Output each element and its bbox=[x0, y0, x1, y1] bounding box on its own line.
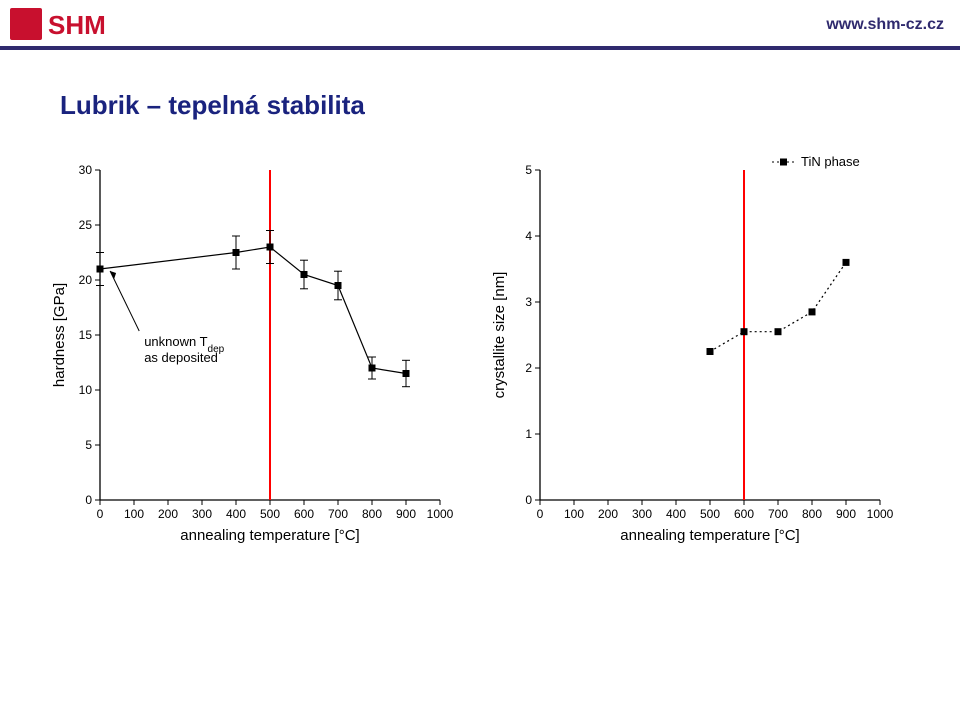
svg-text:800: 800 bbox=[802, 507, 822, 521]
charts-container: 0100200300400500600700800900100005101520… bbox=[40, 150, 920, 580]
page-title: Lubrik – tepelná stabilita bbox=[60, 90, 365, 121]
svg-text:0: 0 bbox=[525, 493, 532, 507]
svg-text:900: 900 bbox=[396, 507, 416, 521]
svg-text:as deposited: as deposited bbox=[144, 350, 218, 365]
svg-text:300: 300 bbox=[192, 507, 212, 521]
svg-text:25: 25 bbox=[79, 218, 93, 232]
svg-text:30: 30 bbox=[79, 163, 93, 177]
svg-text:100: 100 bbox=[564, 507, 584, 521]
svg-text:100: 100 bbox=[124, 507, 144, 521]
svg-text:4: 4 bbox=[525, 229, 532, 243]
header-bar: SHM www.shm-cz.cz bbox=[0, 0, 960, 50]
svg-text:3: 3 bbox=[525, 295, 532, 309]
svg-text:400: 400 bbox=[666, 507, 686, 521]
svg-text:500: 500 bbox=[260, 507, 280, 521]
svg-text:15: 15 bbox=[79, 328, 93, 342]
svg-text:5: 5 bbox=[525, 163, 532, 177]
svg-text:1000: 1000 bbox=[427, 507, 454, 521]
svg-text:600: 600 bbox=[294, 507, 314, 521]
svg-text:900: 900 bbox=[836, 507, 856, 521]
svg-text:10: 10 bbox=[79, 383, 93, 397]
svg-text:hardness [GPa]: hardness [GPa] bbox=[51, 283, 68, 387]
site-url: www.shm-cz.cz bbox=[826, 16, 944, 34]
svg-text:TiN phase: TiN phase bbox=[801, 154, 860, 169]
svg-text:1: 1 bbox=[525, 427, 532, 441]
header-underline bbox=[0, 46, 960, 50]
svg-text:0: 0 bbox=[97, 507, 104, 521]
svg-text:200: 200 bbox=[158, 507, 178, 521]
svg-text:400: 400 bbox=[226, 507, 246, 521]
svg-text:700: 700 bbox=[328, 507, 348, 521]
svg-text:5: 5 bbox=[85, 438, 92, 452]
svg-text:0: 0 bbox=[85, 493, 92, 507]
svg-text:300: 300 bbox=[632, 507, 652, 521]
svg-text:SHM: SHM bbox=[48, 10, 106, 40]
svg-text:annealing temperature [°C]: annealing temperature [°C] bbox=[620, 527, 799, 544]
svg-text:crystallite size [nm]: crystallite size [nm] bbox=[491, 272, 508, 399]
svg-text:800: 800 bbox=[362, 507, 382, 521]
svg-text:500: 500 bbox=[700, 507, 720, 521]
svg-text:700: 700 bbox=[768, 507, 788, 521]
svg-text:20: 20 bbox=[79, 273, 93, 287]
svg-text:1000: 1000 bbox=[867, 507, 894, 521]
svg-text:0: 0 bbox=[537, 507, 544, 521]
shm-logo: SHM bbox=[10, 4, 160, 44]
svg-text:200: 200 bbox=[598, 507, 618, 521]
svg-text:600: 600 bbox=[734, 507, 754, 521]
svg-text:annealing temperature [°C]: annealing temperature [°C] bbox=[180, 527, 359, 544]
charts-svg: 0100200300400500600700800900100005101520… bbox=[40, 150, 920, 580]
svg-text:2: 2 bbox=[525, 361, 532, 375]
